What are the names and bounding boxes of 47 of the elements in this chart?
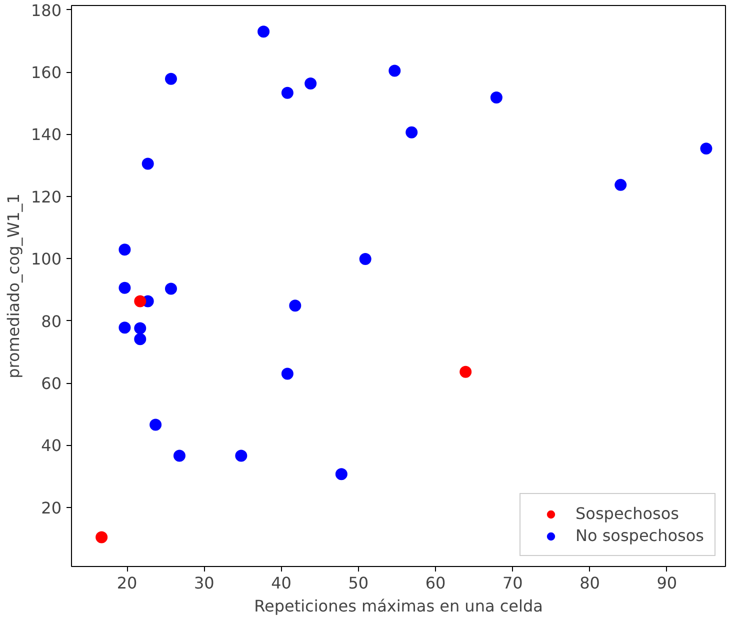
- point: [118, 282, 131, 294]
- point: [490, 92, 502, 104]
- legend-label: Sospechosos: [576, 504, 679, 523]
- point: [388, 64, 401, 77]
- y-tick-label: 100: [30, 250, 62, 269]
- point: [173, 450, 186, 462]
- x-tick-label: 20: [116, 574, 138, 592]
- y-tick-label: 180: [30, 0, 62, 20]
- point: [281, 368, 294, 380]
- point: [258, 26, 270, 38]
- x-tick-label: 30: [194, 574, 214, 592]
- point: [118, 322, 131, 334]
- point: [700, 142, 712, 155]
- point: [134, 322, 146, 334]
- y-tick-label: 80: [41, 312, 62, 331]
- point: [460, 366, 472, 378]
- point: [118, 244, 131, 256]
- y-tick-label: 40: [41, 436, 62, 456]
- x-tick-label: 90: [656, 574, 678, 592]
- y-tick-label: 140: [30, 125, 62, 144]
- point: [164, 282, 177, 295]
- x-tick-label: 70: [502, 574, 523, 592]
- y-tick-label: 20: [41, 498, 62, 518]
- point: [335, 468, 348, 480]
- point: [281, 86, 294, 99]
- point: [134, 333, 146, 346]
- point: [150, 418, 162, 431]
- point: [142, 158, 154, 170]
- point: [134, 295, 146, 308]
- y-tick-label: 160: [30, 63, 62, 82]
- point: [304, 78, 317, 90]
- point: [614, 178, 627, 191]
- point: [164, 72, 177, 85]
- point: [235, 450, 248, 462]
- point: [406, 126, 418, 138]
- point: [359, 252, 372, 265]
- legend-label: No sospechosos: [576, 526, 704, 545]
- y-axis-title: promediado_cog_W1_1: [4, 194, 23, 378]
- point: [96, 531, 108, 544]
- x-axis-title: Repeticiones máximas en una celda: [254, 596, 543, 616]
- x-tick-label: 40: [271, 574, 292, 592]
- x-tick-label: 80: [580, 574, 600, 592]
- y-tick-label: 60: [41, 374, 62, 394]
- point: [289, 300, 302, 312]
- y-tick-label: 120: [30, 187, 62, 206]
- x-tick-label: 50: [348, 574, 369, 592]
- x-tick-label: 60: [425, 574, 446, 592]
